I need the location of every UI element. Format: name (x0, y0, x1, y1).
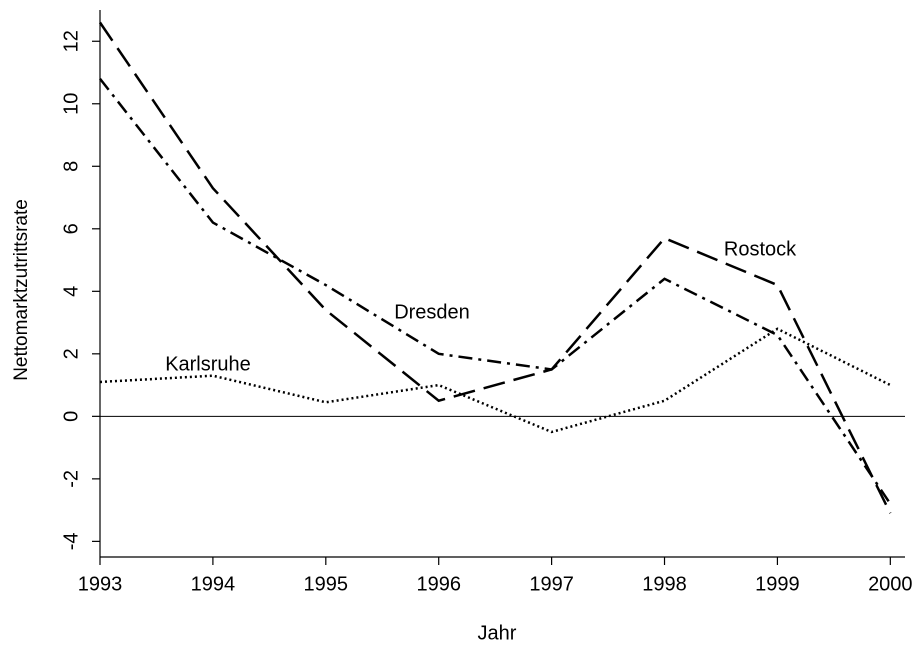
x-tick-label: 1994 (191, 573, 236, 595)
y-tick-label: 4 (60, 286, 82, 297)
y-tick-label: 2 (60, 348, 82, 359)
series-label: Karlsruhe (165, 353, 251, 375)
y-tick-label: 0 (60, 411, 82, 422)
y-tick-label: 12 (60, 30, 82, 52)
y-tick-label: -2 (60, 470, 82, 488)
x-tick-label: 1993 (78, 573, 123, 595)
x-tick-label: 1995 (304, 573, 349, 595)
y-tick-label: 6 (60, 223, 82, 234)
y-tick-label: 10 (60, 93, 82, 115)
series-line (98, 21, 892, 514)
x-tick-label: 1996 (416, 573, 461, 595)
x-tick-label: 1997 (529, 573, 574, 595)
series-label: Dresden (394, 301, 470, 323)
series-line (99, 77, 892, 505)
x-axis-label: Jahr (478, 622, 517, 644)
x-tick-label: 1999 (755, 573, 800, 595)
x-tick-label: 2000 (868, 573, 913, 595)
y-tick-label: 8 (60, 161, 82, 172)
series-label: Rostock (724, 238, 797, 260)
y-axis-label: Nettomarktzutrittsrate (11, 199, 32, 381)
y-tick-label: -4 (60, 532, 82, 550)
x-tick-label: 1998 (642, 573, 687, 595)
